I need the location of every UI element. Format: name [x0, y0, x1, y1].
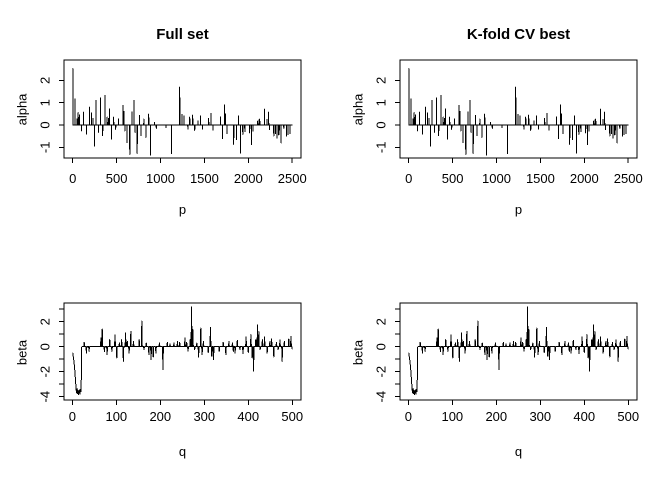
x-tick-label: 1000 — [482, 171, 511, 186]
panel-full-set-beta: beta q 0 100 200 300 400 500 -4 -2 0 2 — [0, 240, 336, 480]
x-tick-label: 200 — [149, 409, 171, 424]
y-tick-label: 1 — [38, 99, 53, 106]
x-tick-label: 2000 — [570, 171, 599, 186]
x-tick-label: 1000 — [146, 171, 175, 186]
series-line — [72, 306, 293, 396]
y-tick-label: -4 — [374, 391, 389, 403]
y-tick-label: 2 — [374, 77, 389, 84]
plot-svg: 0 500 1000 1500 2000 2500 -1 0 1 2 — [374, 59, 643, 186]
x-tick-label: 2000 — [234, 171, 263, 186]
y-tick-label: 0 — [374, 121, 389, 128]
x-axis-label: p — [178, 202, 187, 217]
x-tick-label: 0 — [405, 409, 412, 424]
x-tick-label: 1500 — [526, 171, 555, 186]
x-tick-label: 400 — [237, 409, 259, 424]
y-tick-label: -2 — [374, 366, 389, 378]
y-tick-label: -1 — [374, 142, 389, 154]
y-tick-label: 2 — [374, 318, 389, 325]
x-axis: 0 100 200 300 400 500 — [405, 400, 639, 424]
y-tick-label: 2 — [38, 77, 53, 84]
series-line — [408, 306, 629, 396]
plot-box — [399, 302, 638, 401]
x-tick-label: 200 — [485, 409, 507, 424]
plot-box — [63, 302, 302, 401]
y-tick-label: 0 — [38, 121, 53, 128]
y-tick-label: 0 — [38, 343, 53, 350]
x-axis-label: p — [514, 202, 523, 217]
x-axis: 0 500 1000 1500 2000 2500 — [69, 158, 307, 186]
x-tick-label: 0 — [69, 409, 76, 424]
x-tick-label: 100 — [105, 409, 127, 424]
x-tick-label: 100 — [441, 409, 463, 424]
x-tick-label: 300 — [529, 409, 551, 424]
x-tick-label: 500 — [442, 171, 464, 186]
plot-svg: 0 100 200 300 400 500 -4 -2 0 2 — [374, 302, 639, 424]
plot-box — [63, 59, 302, 159]
x-axis: 0 500 1000 1500 2000 2500 — [405, 158, 643, 186]
x-tick-label: 500 — [281, 409, 303, 424]
series-line — [72, 68, 293, 156]
x-tick-label: 300 — [193, 409, 215, 424]
x-tick-label: 0 — [69, 171, 76, 186]
y-axis: -1 0 1 2 — [374, 77, 400, 153]
y-axis: -1 0 1 2 — [38, 77, 64, 153]
plot-svg: 0 500 1000 1500 2000 2500 -1 0 1 2 — [38, 59, 307, 186]
y-tick-label: 2 — [38, 318, 53, 325]
y-tick-label: 1 — [374, 99, 389, 106]
x-axis: 0 100 200 300 400 500 — [69, 400, 303, 424]
y-tick-label: 0 — [374, 343, 389, 350]
x-tick-label: 2500 — [614, 171, 643, 186]
panel-full-set-alpha: Full set alpha p 0 500 1000 1500 2000 2500 -1 0… — [0, 0, 336, 240]
chart-title: Full set — [156, 26, 209, 43]
panel-kfold-cv-alpha: K-fold CV best alpha p 0 500 1000 1500 2000 2… — [336, 0, 672, 240]
x-tick-label: 500 — [617, 409, 639, 424]
y-tick-label: -2 — [38, 366, 53, 378]
y-axis: -4 -2 0 2 — [374, 308, 400, 403]
x-tick-label: 1500 — [190, 171, 219, 186]
plot-box — [399, 59, 638, 159]
chart-title: K-fold CV best — [466, 26, 571, 43]
series-line — [408, 68, 629, 156]
x-tick-label: 400 — [573, 409, 595, 424]
x-tick-label: 500 — [106, 171, 128, 186]
x-tick-label: 0 — [405, 171, 412, 186]
y-axis: -4 -2 0 2 — [38, 308, 64, 403]
x-tick-label: 2500 — [278, 171, 307, 186]
x-axis-label: q — [514, 444, 523, 459]
panel-kfold-cv-beta: beta q 0 100 200 300 400 500 -4 -2 0 2 — [336, 240, 672, 480]
x-axis-label: q — [178, 444, 187, 459]
plot-svg: 0 100 200 300 400 500 -4 -2 0 2 — [38, 302, 303, 424]
y-tick-label: -4 — [38, 391, 53, 403]
y-tick-label: -1 — [38, 142, 53, 154]
